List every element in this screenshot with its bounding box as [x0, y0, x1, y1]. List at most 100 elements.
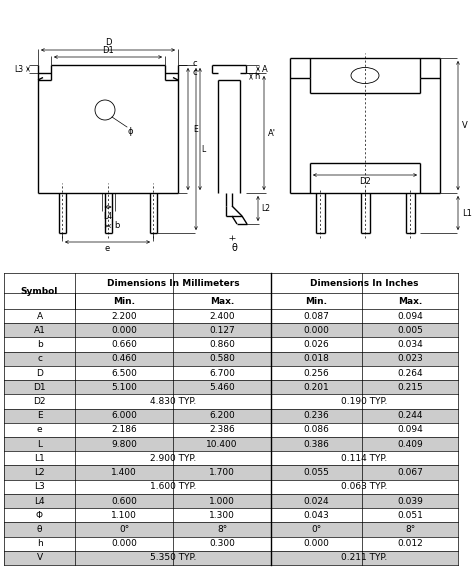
Text: 0.127: 0.127: [209, 326, 235, 335]
Text: 0.087: 0.087: [304, 312, 330, 320]
Text: Dimensions In Inches: Dimensions In Inches: [310, 278, 419, 287]
Text: L4: L4: [104, 212, 113, 221]
Text: 0.215: 0.215: [397, 383, 423, 391]
Bar: [4, 352, 458, 366]
Text: e: e: [37, 426, 42, 434]
Text: 0.034: 0.034: [397, 340, 423, 349]
Bar: [4, 437, 458, 451]
Text: D: D: [36, 369, 43, 377]
Text: 0.660: 0.660: [111, 340, 137, 349]
Text: θ: θ: [231, 243, 237, 253]
Text: 9.800: 9.800: [111, 440, 137, 448]
Text: 6.000: 6.000: [111, 411, 137, 420]
Text: L: L: [201, 145, 205, 154]
Text: e: e: [105, 244, 110, 253]
Text: 2.186: 2.186: [111, 426, 137, 434]
Text: 0.300: 0.300: [209, 539, 235, 548]
Text: 6.700: 6.700: [209, 369, 235, 377]
Bar: [4, 409, 458, 423]
Text: 0.264: 0.264: [397, 369, 423, 377]
Text: 0.580: 0.580: [209, 354, 235, 363]
Text: 0.386: 0.386: [304, 440, 330, 448]
Text: D2: D2: [359, 177, 371, 186]
Text: 0.024: 0.024: [304, 497, 329, 505]
Text: 0.063 TYP.: 0.063 TYP.: [342, 483, 388, 491]
Text: 0.600: 0.600: [111, 497, 137, 505]
Text: 0.051: 0.051: [397, 511, 423, 519]
Text: L1: L1: [34, 454, 45, 463]
Text: 8°: 8°: [405, 525, 415, 534]
Text: 6.200: 6.200: [209, 411, 235, 420]
Text: 0.039: 0.039: [397, 497, 423, 505]
Text: A: A: [37, 312, 43, 320]
Text: 5.350 TYP.: 5.350 TYP.: [150, 554, 196, 562]
Text: 1.600 TYP.: 1.600 TYP.: [150, 483, 196, 491]
Text: 0.460: 0.460: [111, 354, 137, 363]
Text: Max.: Max.: [210, 296, 234, 306]
Text: 2.200: 2.200: [111, 312, 137, 320]
Text: 0.026: 0.026: [304, 340, 329, 349]
Text: 2.386: 2.386: [209, 426, 235, 434]
Text: 0.256: 0.256: [304, 369, 329, 377]
Text: 0.244: 0.244: [397, 411, 423, 420]
Text: A': A': [268, 129, 276, 138]
Text: 0.000: 0.000: [304, 539, 330, 548]
Text: 2.900 TYP.: 2.900 TYP.: [150, 454, 196, 463]
Text: 5.100: 5.100: [111, 383, 137, 391]
Bar: [4, 380, 458, 394]
Text: 0.005: 0.005: [397, 326, 423, 335]
Text: E: E: [37, 411, 42, 420]
Text: 0.114 TYP.: 0.114 TYP.: [342, 454, 388, 463]
Text: D2: D2: [33, 397, 46, 406]
Text: 6.500: 6.500: [111, 369, 137, 377]
Text: D1: D1: [33, 383, 46, 391]
Text: c: c: [192, 68, 197, 77]
Bar: [4, 551, 458, 565]
Text: 0.409: 0.409: [397, 440, 423, 448]
Text: 0.094: 0.094: [397, 426, 423, 434]
Text: 1.300: 1.300: [209, 511, 235, 519]
Text: Min.: Min.: [305, 296, 327, 306]
Text: 0.000: 0.000: [111, 539, 137, 548]
Text: 0.860: 0.860: [209, 340, 235, 349]
Bar: [4, 522, 458, 537]
Text: L1: L1: [462, 208, 472, 217]
Text: L2: L2: [34, 468, 45, 477]
Text: V: V: [37, 554, 43, 562]
Text: 1.700: 1.700: [209, 468, 235, 477]
Text: 0.190 TYP.: 0.190 TYP.: [342, 397, 388, 406]
Bar: [4, 465, 458, 480]
Text: 0.055: 0.055: [304, 468, 330, 477]
Text: 0.000: 0.000: [111, 326, 137, 335]
Text: 0.018: 0.018: [304, 354, 330, 363]
Text: 10.400: 10.400: [206, 440, 238, 448]
Text: 1.100: 1.100: [111, 511, 137, 519]
Text: A: A: [262, 64, 268, 73]
Text: Max.: Max.: [398, 296, 422, 306]
Text: 0.201: 0.201: [304, 383, 329, 391]
Text: 0.067: 0.067: [397, 468, 423, 477]
Text: D1: D1: [102, 46, 114, 55]
Text: θ: θ: [37, 525, 42, 534]
Text: L: L: [37, 440, 42, 448]
Text: L2: L2: [261, 204, 270, 213]
Text: 0.211 TYP.: 0.211 TYP.: [342, 554, 388, 562]
Text: 0.086: 0.086: [304, 426, 330, 434]
Text: 0.000: 0.000: [304, 326, 330, 335]
Text: L3: L3: [34, 483, 45, 491]
Text: Min.: Min.: [113, 296, 135, 306]
Text: 0.012: 0.012: [397, 539, 423, 548]
Text: 0°: 0°: [119, 525, 129, 534]
Text: c: c: [37, 354, 42, 363]
Text: b: b: [114, 221, 120, 230]
Text: E: E: [193, 125, 198, 134]
Text: h: h: [254, 72, 259, 81]
Text: Dimensions In Millimeters: Dimensions In Millimeters: [107, 278, 239, 287]
Text: Φ: Φ: [36, 511, 43, 519]
Text: 4.830 TYP.: 4.830 TYP.: [150, 397, 196, 406]
Text: c: c: [192, 60, 197, 68]
Text: 0.236: 0.236: [304, 411, 329, 420]
Text: L3: L3: [14, 64, 23, 73]
Text: ϕ: ϕ: [128, 127, 133, 136]
Text: 0.043: 0.043: [304, 511, 329, 519]
